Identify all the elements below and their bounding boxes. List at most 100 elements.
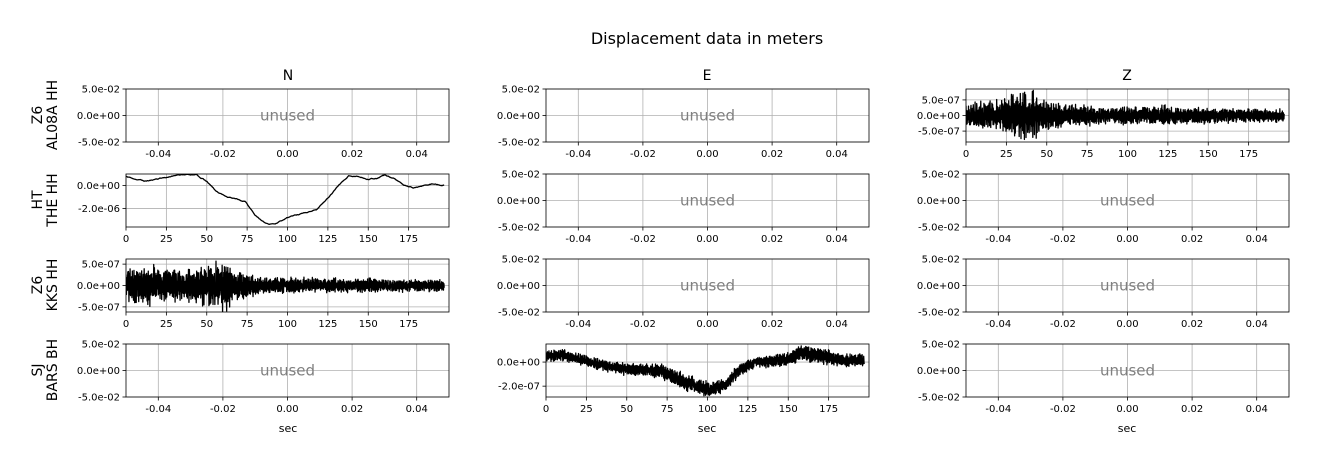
y-tick-label: 0.0e+00: [917, 196, 960, 207]
y-tick-label: 0.0e+00: [917, 366, 960, 377]
y-tick-label: -5.0e-02: [498, 138, 540, 149]
x-tick-label: 25: [160, 234, 173, 245]
subplot-frame: [545, 343, 870, 398]
waveform-trace: [126, 174, 445, 226]
x-tick-label: 50: [200, 234, 213, 245]
x-axis-label-z: sec: [1118, 422, 1137, 435]
x-tick-label: 0: [123, 319, 129, 330]
y-tick-label: 5.0e-02: [82, 340, 120, 351]
waveform-trace: [546, 345, 865, 397]
x-tick-label: 50: [200, 319, 213, 330]
x-tick-label: 75: [241, 319, 254, 330]
x-tick-label: 100: [278, 234, 297, 245]
subplot-frame: [965, 258, 1290, 313]
x-tick-label: -0.02: [630, 149, 656, 160]
subplot-r0-c2: 0 25 50 75 100 125 150 175 5.0e-07 0.0e+00 -5.0e-0…: [917, 88, 1290, 160]
row-network-0: Z6: [30, 106, 46, 125]
x-tick-label: 175: [399, 319, 418, 330]
x-tick-label: 25: [1000, 149, 1013, 160]
x-tick-label: 50: [620, 404, 633, 415]
x-tick-label: 100: [1118, 149, 1137, 160]
x-tick-label: 150: [779, 404, 798, 415]
subplot-r3-c1: 0 25 50 75 100 125 150 175 0.0e+00 -2.0e-07: [497, 343, 870, 415]
y-tick-label: 5.0e-02: [82, 85, 120, 96]
x-tick-label: 75: [661, 404, 674, 415]
row-network-3: SJ: [30, 363, 46, 376]
y-tick-label: -5.0e-02: [918, 393, 960, 404]
x-tick-label: 0.04: [826, 319, 848, 330]
waveform-trace: [126, 260, 445, 312]
y-tick-label: -5.0e-02: [918, 223, 960, 234]
row-label-0: Z6 AL08A HH: [30, 80, 61, 150]
unused-label: unused: [1100, 192, 1155, 210]
subplot-r3-c0: -0.04 -0.02 0.00 0.02 0.04 5.0e-02 0.0e+00 -5.0…: [77, 340, 450, 415]
x-tick-label: 0.00: [1116, 319, 1138, 330]
subplot-r0-c0: -0.04 -0.02 0.00 0.02 0.04 5.0e-02 0.0e+00 -5.0…: [77, 85, 450, 160]
unused-label: unused: [680, 192, 735, 210]
subplot-r3-c2: -0.04 -0.02 0.00 0.02 0.04 5.0e-02 0.0e+00 -5.0…: [917, 340, 1290, 415]
x-tick-label: 175: [1239, 149, 1258, 160]
x-tick-label: 25: [160, 319, 173, 330]
waveform-trace: [966, 89, 1285, 141]
x-tick-label: -0.02: [1050, 319, 1076, 330]
x-tick-label: -0.04: [565, 149, 591, 160]
subplot-r2-c1: -0.04 -0.02 0.00 0.02 0.04 5.0e-02 0.0e+00 -5.0…: [497, 255, 870, 330]
x-tick-label: 150: [1199, 149, 1218, 160]
y-tick-label: -2.0e-07: [498, 382, 540, 393]
subplot-grid: -0.04 -0.02 0.00 0.02 0.04 5.0e-02 0.0e+00 -5.0…: [77, 85, 1290, 415]
x-tick-label: 100: [278, 319, 297, 330]
y-tick-label: 0.0e+00: [497, 111, 540, 122]
x-tick-label: 0.02: [1181, 404, 1203, 415]
row-station-1: THE HH: [45, 173, 61, 227]
subplot-frame: [965, 88, 1290, 143]
row-label-2: Z6 KKS HH: [30, 259, 61, 312]
y-tick-label: 0.0e+00: [77, 181, 120, 192]
row-network-1: HT: [30, 190, 46, 210]
row-label-3: SJ BARS BH: [30, 339, 61, 401]
unused-label: unused: [680, 277, 735, 295]
subplot-frame: [545, 258, 870, 313]
x-tick-label: 0.02: [761, 234, 783, 245]
y-tick-label: 0.0e+00: [497, 196, 540, 207]
unused-label: unused: [1100, 362, 1155, 380]
y-tick-label: -5.0e-02: [498, 308, 540, 319]
x-axis-label-n: sec: [279, 422, 298, 435]
y-tick-label: 0.0e+00: [77, 281, 120, 292]
unused-label: unused: [260, 107, 315, 125]
x-tick-label: 0.02: [1181, 319, 1203, 330]
x-tick-label: -0.02: [630, 319, 656, 330]
y-tick-label: -5.0e-02: [498, 223, 540, 234]
x-tick-label: 0.04: [826, 234, 848, 245]
x-tick-label: 75: [241, 234, 254, 245]
x-tick-label: 0.02: [761, 149, 783, 160]
column-title-z: Z: [1122, 68, 1132, 84]
x-tick-label: -0.04: [985, 319, 1011, 330]
y-tick-label: -5.0e-02: [78, 393, 120, 404]
x-tick-label: 0.02: [341, 404, 363, 415]
x-tick-label: 125: [738, 404, 757, 415]
x-tick-label: 0.00: [276, 404, 298, 415]
row-network-2: Z6: [30, 276, 46, 295]
x-tick-label: 0.00: [696, 319, 718, 330]
y-tick-label: 5.0e-02: [502, 85, 540, 96]
subplot-frame: [965, 343, 1290, 398]
figure-title: Displacement data in meters: [591, 29, 823, 48]
subplot-frame: [125, 173, 450, 228]
subplot-frame: [545, 88, 870, 143]
y-tick-label: 5.0e-02: [502, 255, 540, 266]
x-tick-label: -0.02: [1050, 404, 1076, 415]
x-tick-label: 0.00: [696, 234, 718, 245]
y-tick-label: 5.0e-02: [922, 170, 960, 181]
row-station-3: BARS BH: [45, 339, 61, 401]
x-tick-label: 0.04: [1246, 404, 1268, 415]
x-tick-label: 0: [123, 234, 129, 245]
x-tick-label: 125: [318, 319, 337, 330]
y-tick-label: 0.0e+00: [77, 366, 120, 377]
subplot-frame: [125, 258, 450, 313]
subplot-r1-c1: -0.04 -0.02 0.00 0.02 0.04 5.0e-02 0.0e+00 -5.0…: [497, 170, 870, 245]
x-tick-label: -0.02: [210, 404, 236, 415]
x-tick-label: 75: [1081, 149, 1094, 160]
x-tick-label: 125: [1158, 149, 1177, 160]
subplot-r0-c1: -0.04 -0.02 0.00 0.02 0.04 5.0e-02 0.0e+00 -5.0…: [497, 85, 870, 160]
